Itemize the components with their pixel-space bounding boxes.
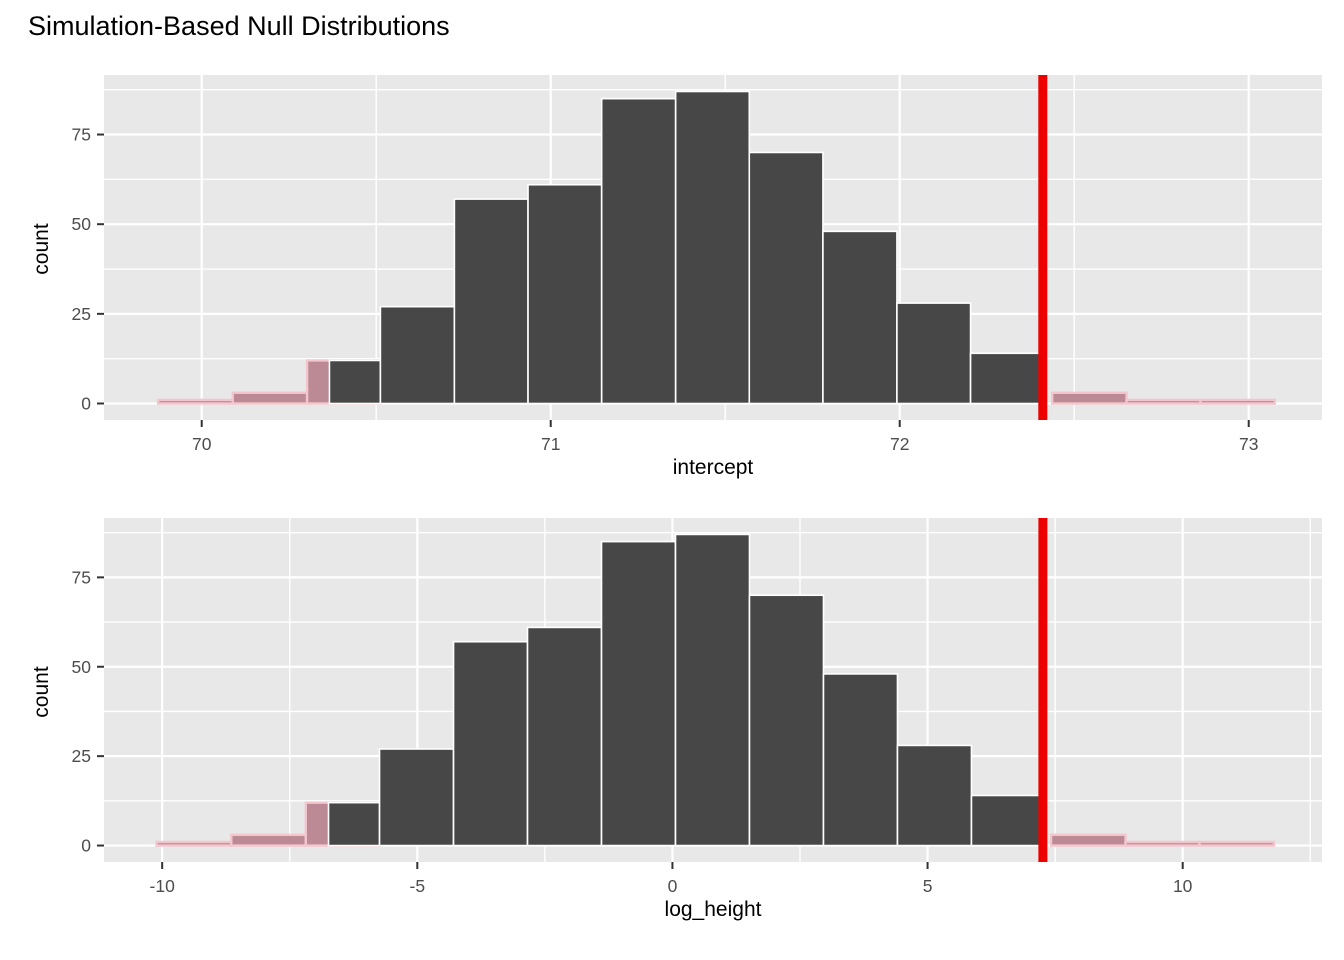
histogram-bar-null: [600, 540, 677, 847]
histogram-bar-null: [453, 198, 529, 405]
histogram-bar-shaded: [1049, 833, 1127, 847]
x-tick-label: 71: [541, 434, 560, 454]
histogram-bar-null: [600, 97, 677, 405]
histogram-bar-shaded: [1051, 391, 1128, 405]
histogram-bar-shaded: [1125, 398, 1202, 405]
chart-title: Simulation-Based Null Distributions: [28, 11, 450, 41]
histogram-bar-null: [452, 640, 529, 847]
histogram-bar-null: [822, 230, 898, 405]
y-tick-label: 25: [72, 304, 91, 324]
histogram-bar-null: [674, 90, 751, 405]
y-axis-title-count-top: count: [30, 223, 53, 275]
y-tick-label: 0: [81, 394, 91, 414]
observed-stat-line: [1038, 518, 1048, 862]
histogram-bar-null: [748, 151, 824, 405]
histogram-bar-shaded: [1124, 840, 1201, 847]
histogram-bar-null: [822, 673, 899, 847]
histogram-bar-null: [328, 359, 382, 405]
histogram-bar-null: [970, 794, 1047, 847]
histogram-bar-null: [527, 183, 603, 405]
histogram-bar-null: [674, 533, 751, 847]
x-tick-label: 70: [192, 434, 212, 454]
histogram-bar-null: [896, 302, 972, 405]
histogram-bar-null: [896, 744, 973, 847]
histogram-bar-shaded: [1199, 398, 1277, 405]
histogram-bar-null: [526, 626, 603, 847]
x-tick-label: 0: [668, 876, 678, 896]
x-axis-title-intercept: intercept: [672, 456, 754, 479]
x-tick-label: -10: [150, 876, 176, 896]
histogram-bar-null: [378, 748, 455, 847]
y-tick-label: 0: [81, 836, 91, 856]
y-tick-label: 50: [72, 214, 92, 234]
y-tick-label: 75: [72, 125, 91, 145]
x-axis-title-log-height: log_height: [664, 898, 762, 921]
x-tick-label: 5: [923, 876, 933, 896]
histogram-bar-shaded: [156, 398, 234, 405]
histogram-bar-shaded: [155, 840, 233, 847]
y-tick-label: 50: [72, 657, 92, 677]
y-axis-title-count-bottom: count: [30, 666, 53, 718]
x-tick-label: -5: [410, 876, 426, 896]
x-tick-label: 72: [890, 434, 909, 454]
observed-stat-line: [1038, 75, 1048, 420]
x-tick-label: 10: [1173, 876, 1193, 896]
histogram-bar-shaded: [1198, 840, 1276, 847]
histogram-bar-null: [379, 305, 456, 405]
y-tick-label: 25: [72, 746, 91, 766]
histogram-bar-null: [969, 352, 1045, 405]
y-tick-label: 75: [72, 567, 91, 587]
histogram-bar-null: [748, 594, 825, 847]
x-tick-label: 73: [1239, 434, 1258, 454]
histogram-bar-shaded: [231, 391, 309, 405]
histogram-bar-null: [327, 801, 381, 847]
histogram-bar-shaded: [230, 833, 308, 847]
